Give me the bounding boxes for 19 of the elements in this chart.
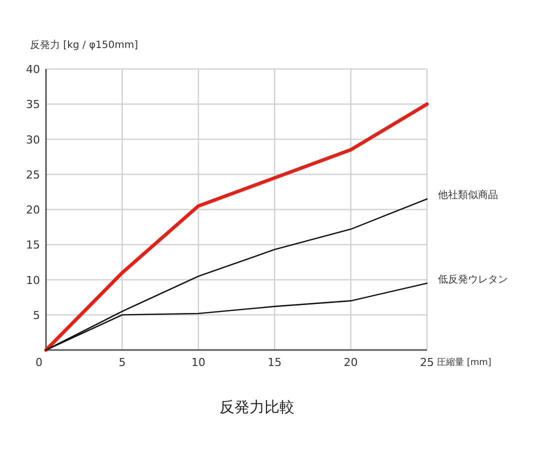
x-tick-label: 15 bbox=[268, 356, 282, 369]
x-tick-label: 25 bbox=[420, 356, 434, 369]
series-label: 他社類似商品 bbox=[438, 188, 498, 201]
x-tick-label: 10 bbox=[191, 356, 206, 369]
x-tick-label: 5 bbox=[118, 356, 126, 369]
y-tick-label: 10 bbox=[26, 274, 40, 287]
y-tick-label: 20 bbox=[26, 204, 40, 216]
text: 反発力比較 bbox=[220, 398, 294, 416]
y-tick-label: 30 bbox=[26, 133, 40, 146]
y-axis-title: 反発力 [kg / φ150mm] bbox=[30, 39, 138, 51]
x-tick-label: 0 bbox=[36, 356, 42, 369]
series-label: 低反発ウレタン bbox=[438, 273, 508, 286]
y-tick-label: 35 bbox=[26, 98, 40, 112]
y-tick-label: 25 bbox=[26, 168, 40, 182]
y-tick-label: 40 bbox=[26, 63, 40, 76]
x-axis-title: 圧縮量 [mm] bbox=[437, 357, 492, 368]
y-tick-label: 5 bbox=[33, 308, 40, 322]
y-tick-label: 15 bbox=[26, 238, 40, 252]
x-tick-label: 20 bbox=[344, 356, 358, 369]
